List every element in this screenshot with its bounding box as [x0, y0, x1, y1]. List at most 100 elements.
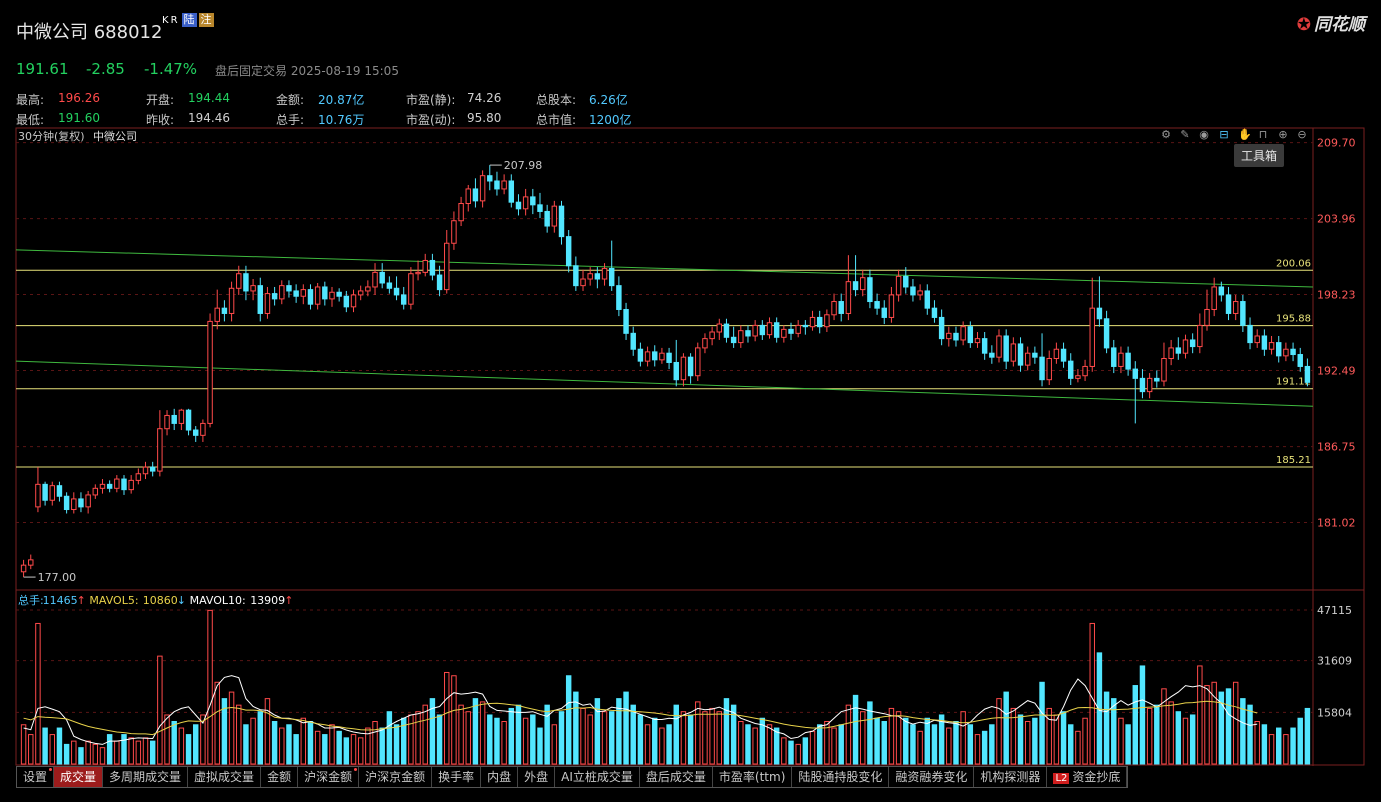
candle-body — [623, 308, 629, 334]
kline-chart[interactable]: 209.70 203.96 198.23 192.49 186.75 181.02 4711… — [0, 126, 1381, 766]
candle-body — [974, 338, 981, 344]
volume-header-mavol10-label: MAVOL10: — [190, 594, 246, 607]
candle-body — [207, 320, 213, 424]
mavol5-line — [23, 675, 1258, 745]
volume-bar — [551, 724, 558, 765]
tab-6[interactable]: 沪深京金额 — [359, 767, 433, 787]
candle-body — [78, 498, 84, 508]
period-label: 30分钟(复权) — [18, 129, 85, 143]
badge-hk-connect[interactable]: 陆 — [181, 13, 197, 27]
volume-bar — [623, 691, 629, 765]
tab-10[interactable]: AI立桩成交量 — [555, 767, 640, 787]
tab-0[interactable]: 设置 — [17, 767, 55, 787]
volume-bar — [99, 747, 106, 765]
support-level-label: 191.12 — [1276, 377, 1311, 388]
candle-body — [580, 278, 586, 287]
volume-bar — [881, 721, 887, 765]
volume-bar — [730, 704, 737, 765]
tab-3[interactable]: 虚拟成交量 — [188, 767, 262, 787]
volume-bar — [1125, 724, 1131, 765]
candle-body — [336, 291, 342, 297]
candle-body — [881, 307, 887, 318]
tab-11[interactable]: 盘后成交量 — [640, 767, 713, 787]
tab-15[interactable]: 机构探测器 — [974, 767, 1048, 787]
candle-body — [1039, 356, 1045, 381]
volume-bar — [487, 714, 493, 765]
candle-body — [1096, 307, 1103, 320]
tab-12[interactable]: 市盈率(ttm) — [713, 767, 793, 787]
volume-bar — [350, 734, 357, 765]
candle-body — [300, 289, 307, 297]
hand-icon[interactable]: ✋ — [1238, 128, 1252, 141]
candle-body — [164, 414, 170, 430]
candle-body — [286, 285, 292, 292]
trend-line-upper — [15, 249, 1314, 288]
candle-body — [228, 287, 235, 314]
candle-body — [666, 352, 672, 363]
candle-body — [85, 494, 91, 508]
candle-body — [415, 271, 421, 275]
toolbox-icon[interactable]: ⊟ — [1219, 128, 1229, 141]
tab-14[interactable]: 融资融券变化 — [889, 767, 975, 787]
volume-bar — [228, 691, 235, 765]
volume-bar — [781, 737, 787, 765]
gear-icon[interactable]: ⚙ — [1161, 128, 1171, 141]
stat-label: 市盈(静): — [406, 93, 456, 107]
volume-bar — [659, 727, 665, 765]
candle-body — [759, 324, 766, 336]
volume-bar — [336, 730, 342, 765]
stat-value: 74.26 — [467, 91, 502, 105]
volume-bar — [236, 704, 242, 765]
zoom-in-icon[interactable]: ⊕ — [1278, 128, 1288, 141]
candle-body — [479, 175, 486, 202]
candle-body — [1240, 301, 1246, 326]
tab-2[interactable]: 多周期成交量 — [103, 767, 189, 787]
candle-body — [752, 324, 758, 337]
candle-body — [1118, 352, 1124, 367]
pen-icon[interactable]: ✎ — [1180, 128, 1190, 141]
tab-9[interactable]: 外盘 — [518, 767, 556, 787]
tab-1[interactable]: 成交量 — [54, 767, 104, 787]
candle-body — [967, 326, 974, 344]
candle-body — [1139, 377, 1146, 393]
tab-8[interactable]: 内盘 — [481, 767, 519, 787]
candle-body — [444, 242, 450, 291]
eye-icon[interactable]: ◉ — [1199, 128, 1209, 141]
candle-body — [192, 429, 199, 436]
tab-13[interactable]: 陆股通持股变化 — [792, 767, 890, 787]
lock-icon[interactable]: ⊓ — [1258, 128, 1268, 141]
tab-7[interactable]: 换手率 — [432, 767, 482, 787]
volume-bar — [967, 724, 974, 765]
volume-bar — [723, 698, 730, 765]
volume-bar — [1060, 711, 1067, 765]
tab-label: 换手率 — [438, 770, 475, 784]
volume-bar — [1046, 707, 1052, 765]
volume-bar — [257, 711, 263, 765]
candle-body — [501, 180, 507, 190]
volume-bar — [49, 734, 55, 765]
candle-body — [135, 473, 142, 481]
volume-bar — [436, 714, 443, 765]
zoom-out-icon[interactable]: ⊖ — [1297, 128, 1307, 141]
stat-label: 金额: — [276, 93, 305, 107]
stat-label: 总手: — [276, 113, 305, 127]
candle-body — [157, 428, 163, 472]
volume-bar — [867, 701, 873, 765]
candle-body — [795, 324, 801, 334]
candle-body — [594, 273, 601, 280]
candle-body — [702, 338, 708, 349]
candle-body — [530, 196, 536, 206]
volume-header-mavol5-value: 10860 — [143, 594, 178, 607]
tab-4[interactable]: 金额 — [261, 767, 299, 787]
volume-bar — [78, 747, 84, 765]
volume-bar — [343, 737, 350, 765]
volume-bar — [1283, 734, 1289, 765]
candle-body — [1182, 339, 1189, 354]
volume-bar — [580, 707, 586, 765]
tab-16[interactable]: L2 资金抄底 — [1047, 767, 1128, 787]
volume-bar — [415, 711, 421, 765]
tab-5[interactable]: 沪深金额 — [298, 767, 360, 787]
volume-bar — [852, 694, 859, 765]
badge-registration[interactable]: 注 — [198, 13, 214, 27]
volume-bar — [114, 740, 120, 765]
